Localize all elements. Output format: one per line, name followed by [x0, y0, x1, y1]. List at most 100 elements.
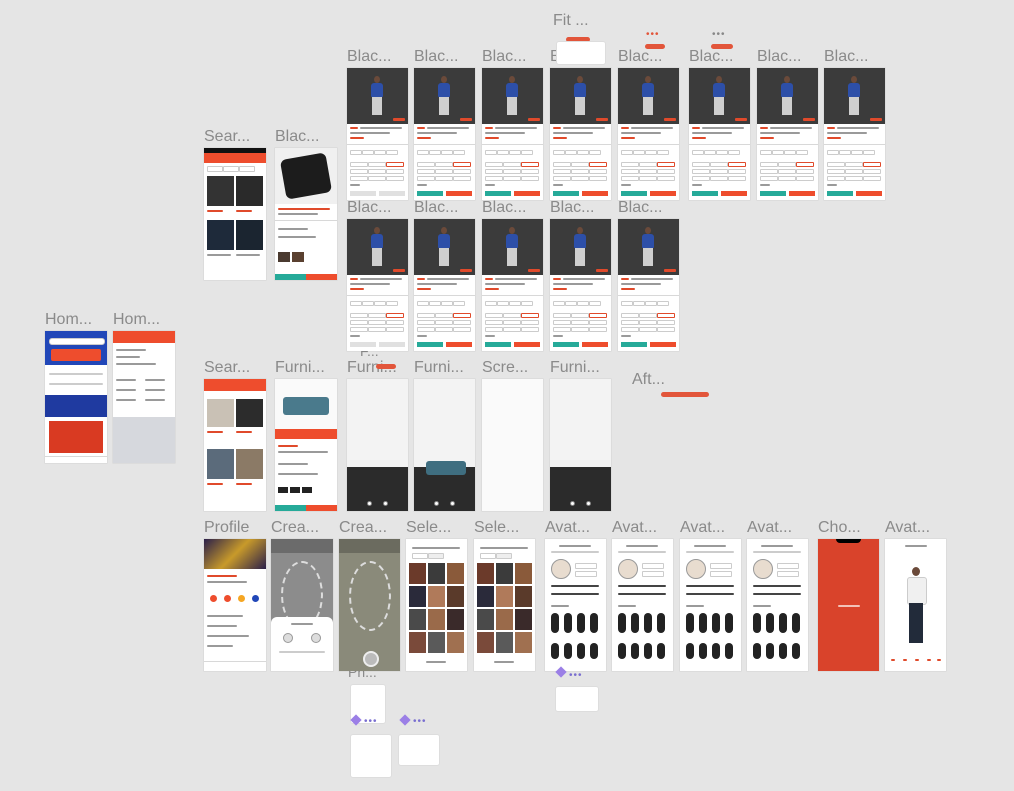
color-option[interactable] — [503, 176, 521, 181]
size-option[interactable] — [565, 301, 577, 306]
select-photo-frame-1[interactable] — [406, 539, 467, 671]
furniture-detail-frame[interactable] — [275, 379, 337, 511]
photo-thumbnail[interactable] — [515, 632, 532, 653]
size-option[interactable] — [657, 301, 669, 306]
color-option[interactable] — [827, 162, 845, 167]
color-option[interactable] — [692, 169, 710, 174]
product-thumbnail[interactable] — [207, 176, 234, 206]
size-option[interactable] — [784, 150, 796, 155]
frame-label-black-2[interactable]: Blac... — [414, 48, 459, 65]
color-option[interactable] — [350, 327, 368, 332]
create-photo-frame-1[interactable] — [271, 539, 333, 671]
scan-icon[interactable] — [383, 501, 388, 506]
color-option[interactable] — [503, 162, 521, 167]
frame-label-avatar-2[interactable]: Avat... — [612, 519, 658, 536]
color-option[interactable] — [453, 320, 471, 325]
photo-thumbnail[interactable] — [409, 632, 426, 653]
color-option[interactable] — [796, 176, 814, 181]
color-option[interactable] — [639, 169, 657, 174]
photo-thumbnail[interactable] — [447, 563, 464, 584]
buy-now-button[interactable] — [650, 191, 676, 196]
color-option[interactable] — [521, 162, 539, 167]
frame-label-home-1[interactable]: Hom... — [45, 311, 93, 328]
frame-label-screen[interactable]: Scre... — [482, 359, 529, 376]
menu-item[interactable] — [207, 615, 243, 617]
size-option[interactable] — [851, 150, 863, 155]
size-option[interactable] — [497, 301, 509, 306]
photo-thumbnail[interactable] — [477, 632, 494, 653]
frame-label-select-2[interactable]: Sele... — [474, 519, 520, 536]
size-option[interactable] — [657, 150, 669, 155]
color-option[interactable] — [710, 176, 728, 181]
size-option[interactable] — [645, 301, 657, 306]
photo-thumbnail[interactable] — [409, 609, 426, 630]
screen-blank-frame[interactable] — [482, 379, 543, 511]
black-product-frame[interactable] — [618, 219, 679, 351]
color-option[interactable] — [453, 313, 471, 318]
color-option[interactable] — [657, 162, 675, 167]
color-option[interactable] — [503, 320, 521, 325]
ar-room-frame-2[interactable] — [414, 379, 475, 511]
color-option[interactable] — [692, 176, 710, 181]
select-button[interactable] — [494, 661, 514, 663]
body-shape-option[interactable] — [564, 643, 572, 659]
body-shape-option[interactable] — [590, 613, 598, 633]
recommended-thumb[interactable] — [278, 487, 288, 493]
size-option[interactable] — [441, 301, 453, 306]
filter-chip[interactable] — [223, 166, 239, 172]
avatar-toolbar-icon[interactable] — [915, 659, 919, 661]
fit-badge[interactable] — [596, 269, 608, 272]
color-option[interactable] — [417, 176, 435, 181]
color-option[interactable] — [571, 327, 589, 332]
color-option[interactable] — [521, 320, 539, 325]
avatar-toolbar-icon[interactable] — [903, 659, 907, 661]
color-option[interactable] — [485, 176, 503, 181]
color-option[interactable] — [368, 162, 386, 167]
menu-item[interactable] — [207, 635, 249, 637]
frame-label-black-mid-5[interactable]: Blac... — [618, 199, 663, 216]
age-field[interactable] — [710, 571, 732, 577]
photo-permission-dialog[interactable] — [350, 734, 392, 778]
body-shape-option[interactable] — [657, 613, 665, 633]
size-option[interactable] — [374, 150, 386, 155]
color-option[interactable] — [386, 169, 404, 174]
gender-toggle[interactable] — [777, 563, 799, 569]
color-option[interactable] — [621, 320, 639, 325]
add-to-cart-button[interactable] — [621, 342, 647, 347]
buy-now-button[interactable] — [582, 342, 608, 347]
gallery-option-icon[interactable] — [311, 633, 321, 643]
size-option[interactable] — [429, 301, 441, 306]
frame-label-avatar-last[interactable]: Avat... — [885, 519, 931, 536]
product-thumbnail[interactable] — [207, 220, 234, 250]
photo-thumbnail[interactable] — [447, 632, 464, 653]
color-option[interactable] — [435, 327, 453, 332]
color-option[interactable] — [503, 169, 521, 174]
buy-now-button[interactable] — [789, 191, 815, 196]
color-option[interactable] — [796, 162, 814, 167]
size-option[interactable] — [362, 301, 374, 306]
avatar-measure-frame[interactable] — [680, 539, 741, 671]
color-option[interactable] — [621, 327, 639, 332]
frame-label-search-1[interactable]: Sear... — [204, 128, 251, 145]
color-option[interactable] — [589, 313, 607, 318]
color-option[interactable] — [692, 162, 710, 167]
color-option[interactable] — [863, 162, 881, 167]
color-option[interactable] — [435, 162, 453, 167]
color-option[interactable] — [553, 313, 571, 318]
color-option[interactable] — [553, 320, 571, 325]
fit-badge[interactable] — [528, 118, 540, 121]
fit-badge[interactable] — [393, 118, 405, 121]
size-option[interactable] — [863, 150, 875, 155]
color-option[interactable] — [368, 176, 386, 181]
coins-icon[interactable] — [224, 595, 231, 602]
add-to-cart-button[interactable] — [827, 191, 853, 196]
body-shape-option[interactable] — [699, 613, 707, 633]
color-option[interactable] — [350, 320, 368, 325]
recommended-thumb[interactable] — [278, 252, 290, 262]
shutter-button[interactable] — [363, 651, 379, 667]
avatar-measure-frame[interactable] — [612, 539, 673, 671]
product-thumbnail[interactable] — [236, 399, 263, 427]
color-option[interactable] — [453, 162, 471, 167]
placed-sofa[interactable] — [426, 461, 466, 475]
color-option[interactable] — [453, 176, 471, 181]
